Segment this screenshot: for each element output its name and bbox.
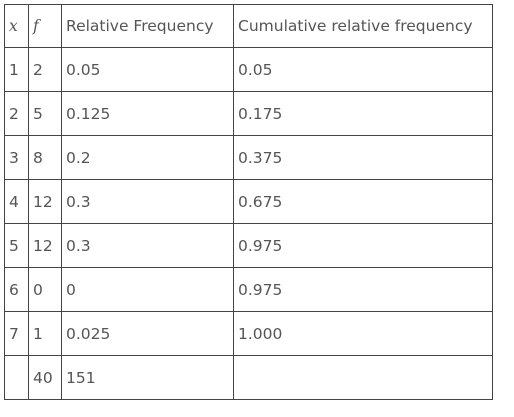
cell-x: 7 bbox=[4, 311, 29, 356]
cell-f: 5 bbox=[28, 91, 62, 136]
cell-cumulative-relative-frequency: 0.175 bbox=[233, 91, 493, 136]
cell-f: 0 bbox=[28, 267, 62, 312]
cell-f: 1 bbox=[28, 311, 62, 356]
cell-relative-frequency: 0.125 bbox=[61, 91, 234, 136]
cell-f: 12 bbox=[28, 179, 62, 224]
cell-x: 1 bbox=[4, 47, 29, 92]
table-row: 5 12 0.3 0.975 bbox=[4, 223, 493, 268]
cell-relative-frequency: 0.3 bbox=[61, 223, 234, 268]
header-f: f bbox=[28, 4, 62, 48]
cell-cumulative-relative-frequency: 0.05 bbox=[233, 47, 493, 92]
header-row: x f Relative Frequency Cumulative relati… bbox=[4, 4, 493, 48]
header-relative-frequency: Relative Frequency bbox=[61, 4, 234, 48]
cell-x: 6 bbox=[4, 267, 29, 312]
cell-relative-frequency: 0 bbox=[61, 267, 234, 312]
cell-f: 2 bbox=[28, 47, 62, 92]
cell-x: 3 bbox=[4, 135, 29, 180]
cell-x: 5 bbox=[4, 223, 29, 268]
cell-cumulative-relative-frequency: 0.375 bbox=[233, 135, 493, 180]
frequency-table: x f Relative Frequency Cumulative relati… bbox=[4, 4, 493, 400]
header-cumulative-relative-frequency: Cumulative relative frequency bbox=[233, 4, 493, 48]
header-x: x bbox=[4, 4, 29, 48]
cell-x bbox=[4, 355, 29, 400]
cell-f: 12 bbox=[28, 223, 62, 268]
table-row: 7 1 0.025 1.000 bbox=[4, 311, 493, 356]
cell-relative-frequency: 0.3 bbox=[61, 179, 234, 224]
cell-relative-frequency: 0.05 bbox=[61, 47, 234, 92]
cell-f: 40 bbox=[28, 355, 62, 400]
cell-x: 4 bbox=[4, 179, 29, 224]
table-row: 1 2 0.05 0.05 bbox=[4, 47, 493, 92]
table-row: 3 8 0.2 0.375 bbox=[4, 135, 493, 180]
cell-f: 8 bbox=[28, 135, 62, 180]
cell-relative-frequency: 0.2 bbox=[61, 135, 234, 180]
table-row: 40 151 bbox=[4, 355, 493, 400]
cell-cumulative-relative-frequency: 0.675 bbox=[233, 179, 493, 224]
cell-x: 2 bbox=[4, 91, 29, 136]
table-row: 2 5 0.125 0.175 bbox=[4, 91, 493, 136]
table-row: 4 12 0.3 0.675 bbox=[4, 179, 493, 224]
table-row: 6 0 0 0.975 bbox=[4, 267, 493, 312]
cell-cumulative-relative-frequency: 0.975 bbox=[233, 223, 493, 268]
cell-relative-frequency: 0.025 bbox=[61, 311, 234, 356]
cell-cumulative-relative-frequency bbox=[233, 355, 493, 400]
cell-relative-frequency: 151 bbox=[61, 355, 234, 400]
cell-cumulative-relative-frequency: 0.975 bbox=[233, 267, 493, 312]
cell-cumulative-relative-frequency: 1.000 bbox=[233, 311, 493, 356]
